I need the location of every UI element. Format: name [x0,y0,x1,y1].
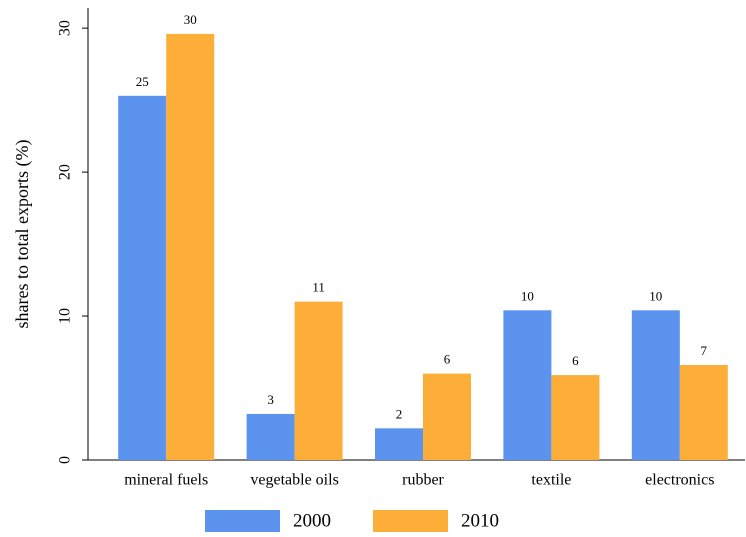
value-label: 11 [312,280,325,295]
bar [631,310,680,460]
value-label: 6 [572,353,579,368]
y-tick-label: 20 [57,164,74,180]
bar [503,310,552,460]
value-label: 2 [396,406,403,421]
bar [551,375,600,460]
bar [166,33,215,460]
y-tick-label: 0 [57,456,74,464]
value-label: 3 [267,392,274,407]
value-label: 7 [701,343,708,358]
bar [246,413,295,460]
x-tick-label: vegetable oils [250,472,338,489]
x-tick-label: electronics [645,472,714,489]
value-label: 10 [649,288,662,303]
legend-swatch [373,510,448,532]
y-tick-label: 30 [57,20,74,36]
value-label: 6 [444,352,451,367]
value-label: 25 [136,74,149,89]
x-tick-label: mineral fuels [124,472,208,489]
legend-swatch [205,510,280,532]
value-label: 30 [184,12,197,27]
value-label: 10 [521,288,534,303]
bar [679,364,728,460]
bar [118,95,167,461]
legend-label: 2000 [293,510,331,531]
legend-label: 2010 [461,510,499,531]
bar [423,373,471,460]
bar [375,428,423,460]
y-axis-label: shares to total exports (%) [12,140,33,329]
x-tick-label: rubber [402,472,444,489]
y-tick-label: 10 [57,308,74,324]
bar [294,301,343,460]
x-tick-label: textile [531,472,571,489]
